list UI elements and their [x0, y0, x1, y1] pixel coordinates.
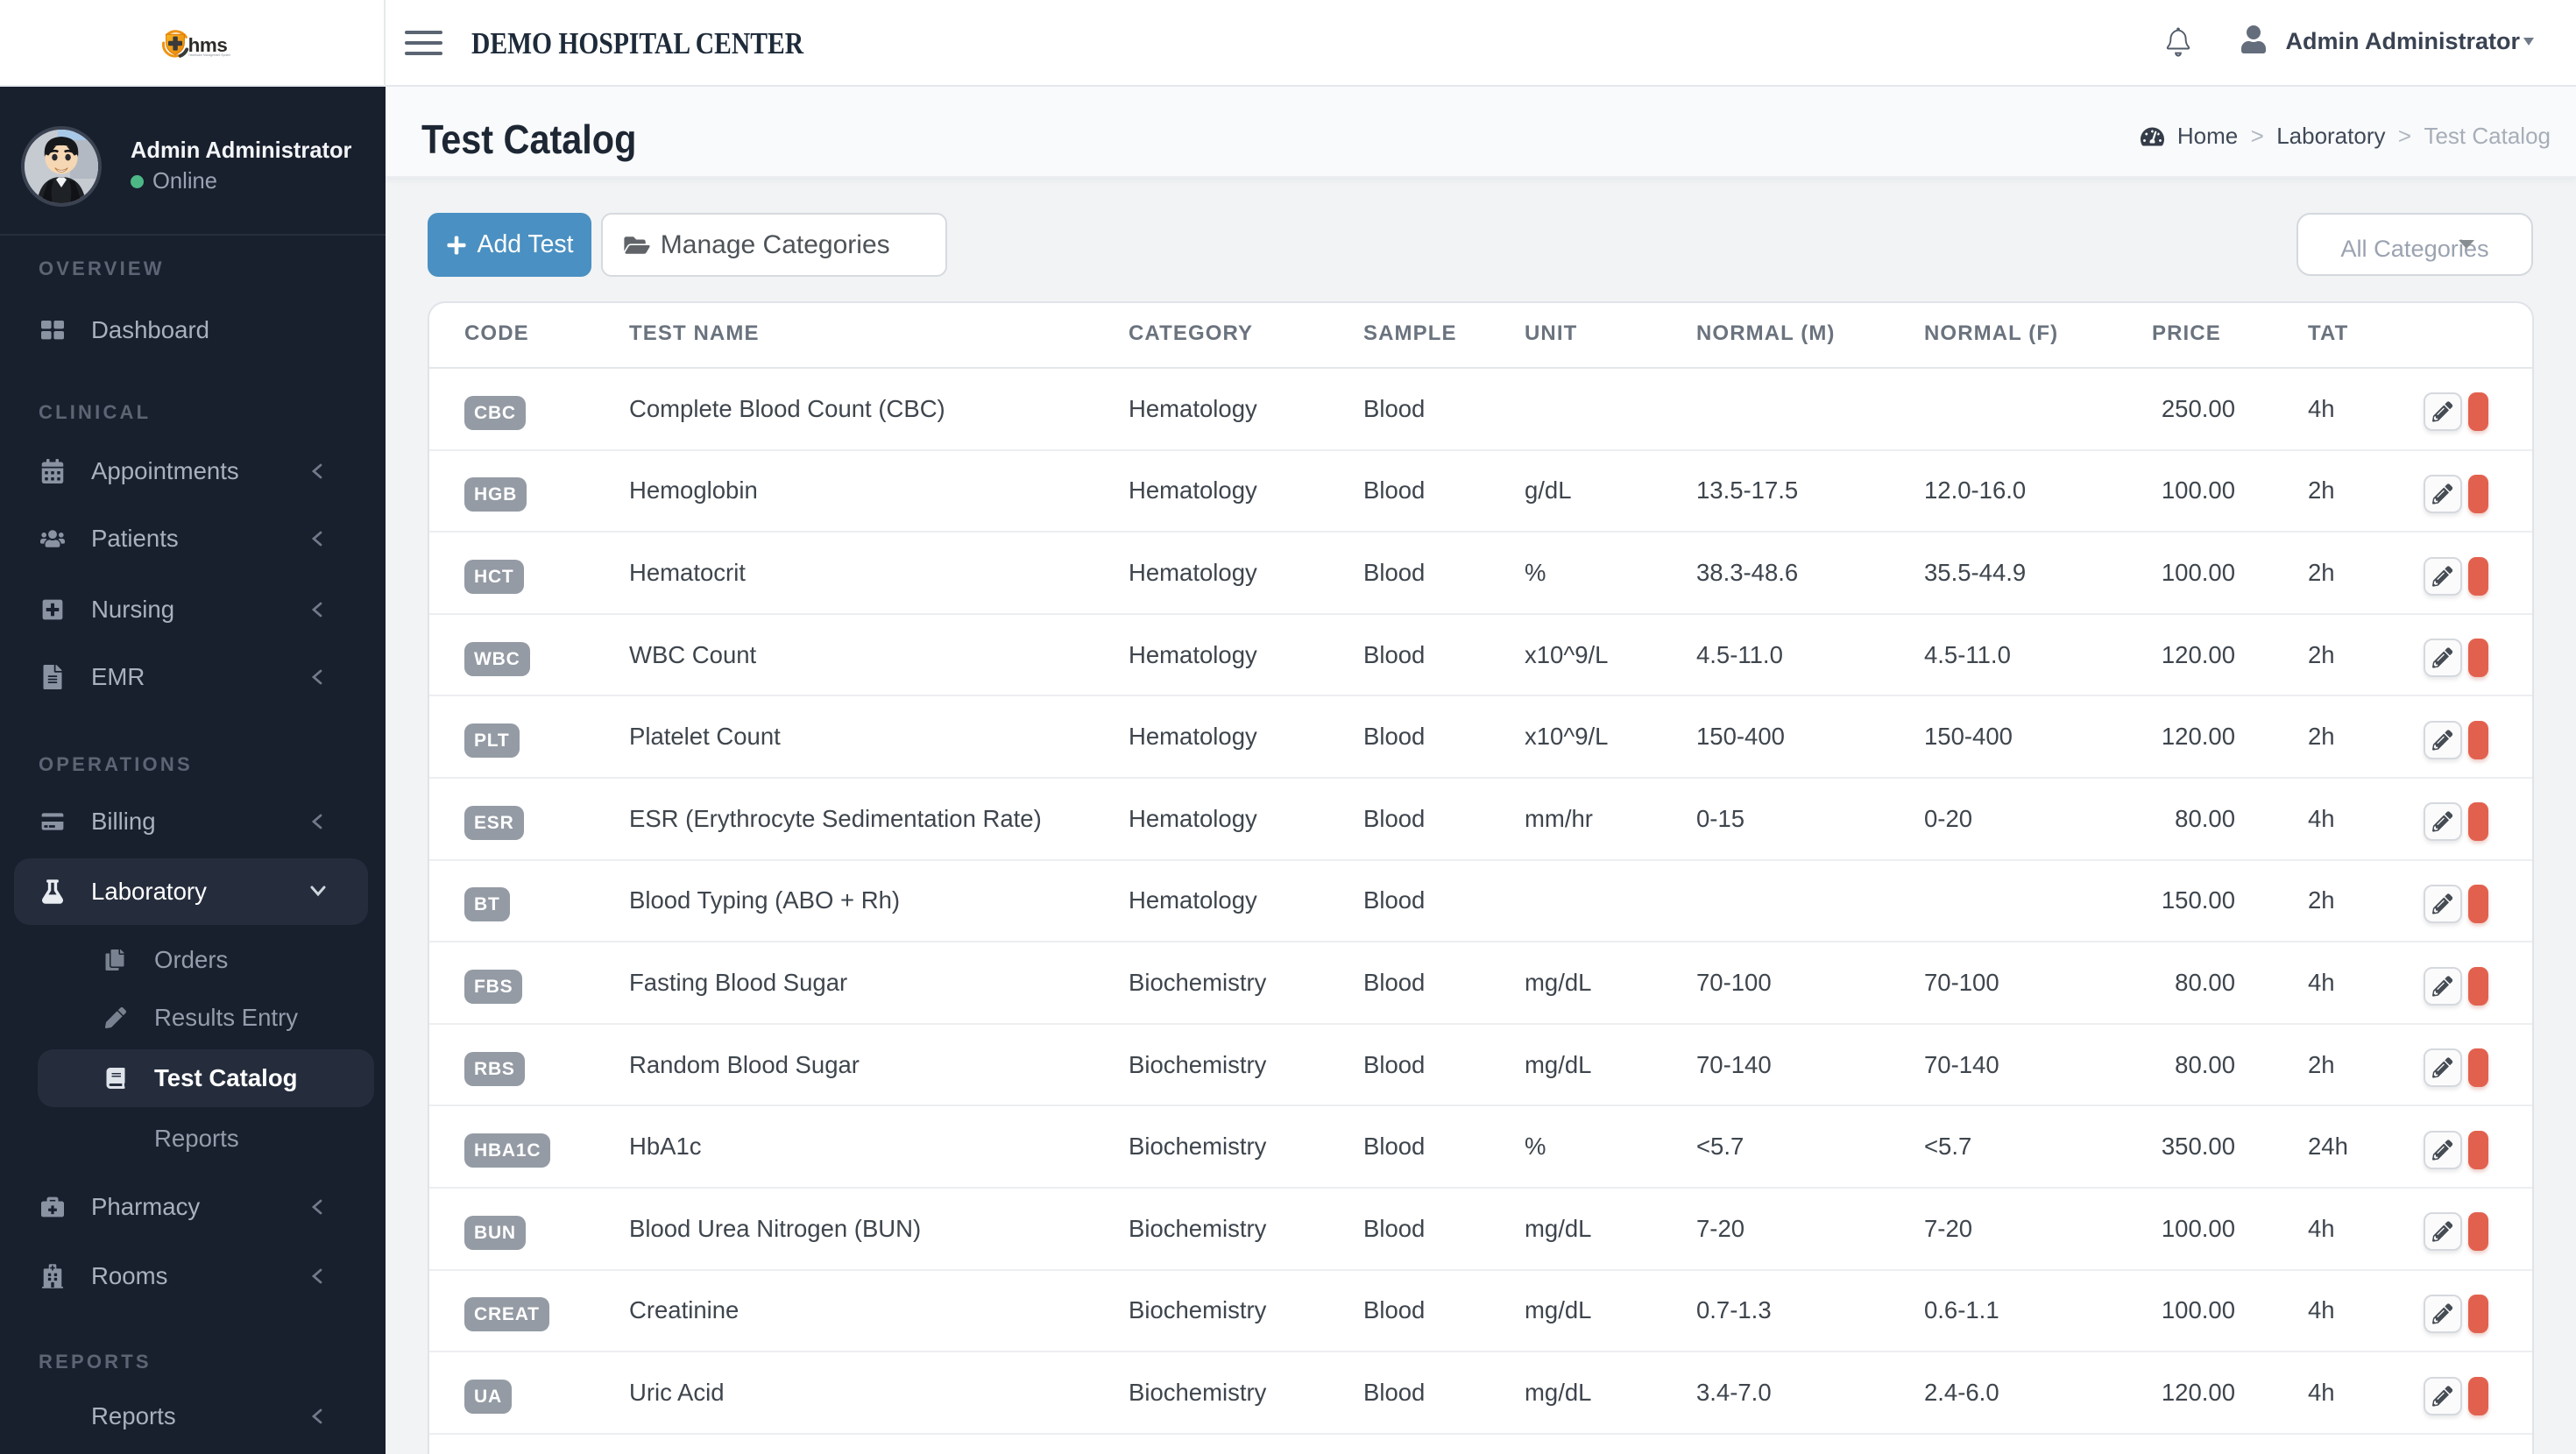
svg-text:hms: hms — [188, 34, 228, 56]
svg-text:Healthcare Management System: Healthcare Management System — [188, 53, 230, 57]
